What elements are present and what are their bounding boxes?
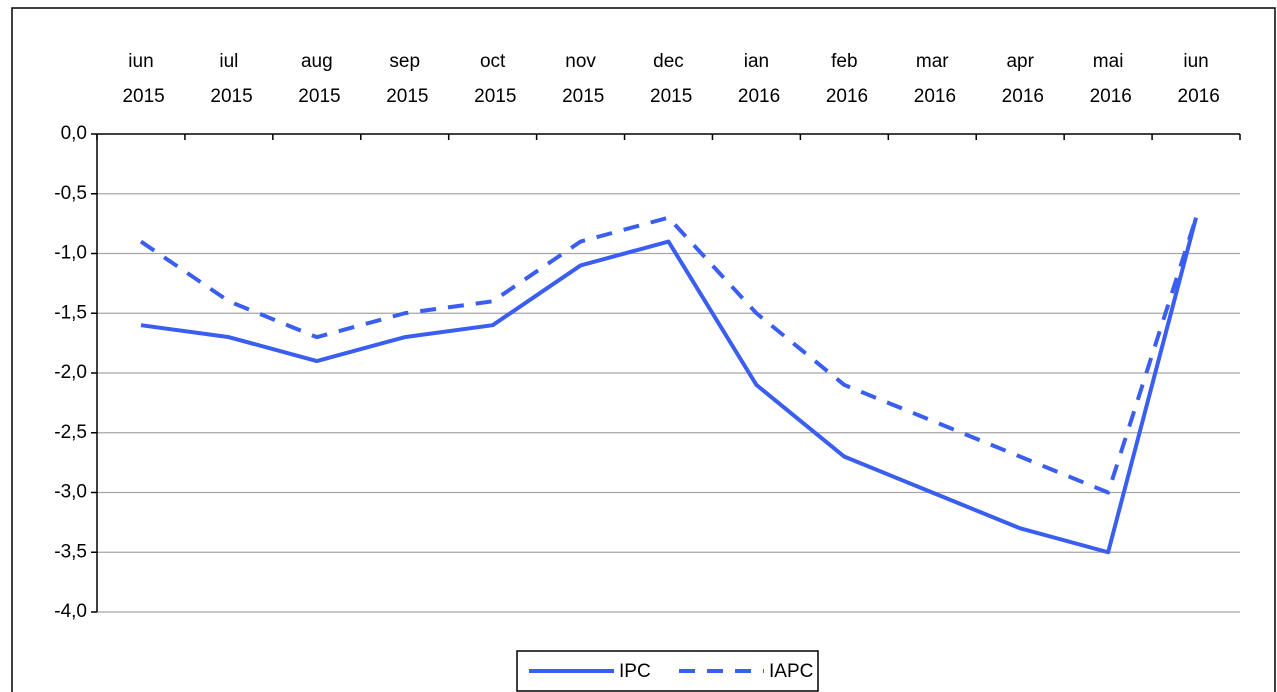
y-tick-label: -1,5 [54, 302, 87, 323]
series-line [140, 217, 1198, 555]
x-tick-label: iul 2015 [205, 51, 253, 107]
y-tick-label: -3,5 [54, 541, 87, 562]
x-tick-label: oct 2015 [469, 51, 517, 107]
x-tick-label: ian 2016 [733, 51, 781, 107]
y-tick-label: -2,5 [54, 422, 87, 443]
x-tick-label: iun 2016 [1172, 51, 1220, 107]
x-tick-label: sep 2015 [381, 51, 429, 107]
y-tick-label: -4,0 [54, 601, 87, 622]
x-tick-label: nov 2015 [557, 51, 605, 107]
y-tick-label: -3,0 [54, 482, 87, 503]
y-tick-label: 0,0 [61, 123, 87, 144]
x-tick-label: apr 2016 [996, 51, 1044, 107]
x-tick-label: feb 2016 [821, 51, 869, 107]
y-tick-label: -2,0 [54, 362, 87, 383]
chart-border [11, 7, 1276, 692]
x-tick-label: aug 2015 [293, 51, 341, 107]
x-tick-label: iun 2015 [117, 51, 165, 107]
legend-label: IPC [619, 661, 651, 682]
y-tick-label: -0,5 [54, 183, 87, 204]
x-tick-label: mai 2016 [1084, 51, 1132, 107]
y-tick-label: -1,0 [54, 243, 87, 264]
x-tick-label: mar 2016 [908, 51, 956, 107]
x-tick-label: dec 2015 [645, 51, 693, 107]
legend-label: IAPC [769, 661, 813, 682]
series-line [139, 215, 1198, 495]
